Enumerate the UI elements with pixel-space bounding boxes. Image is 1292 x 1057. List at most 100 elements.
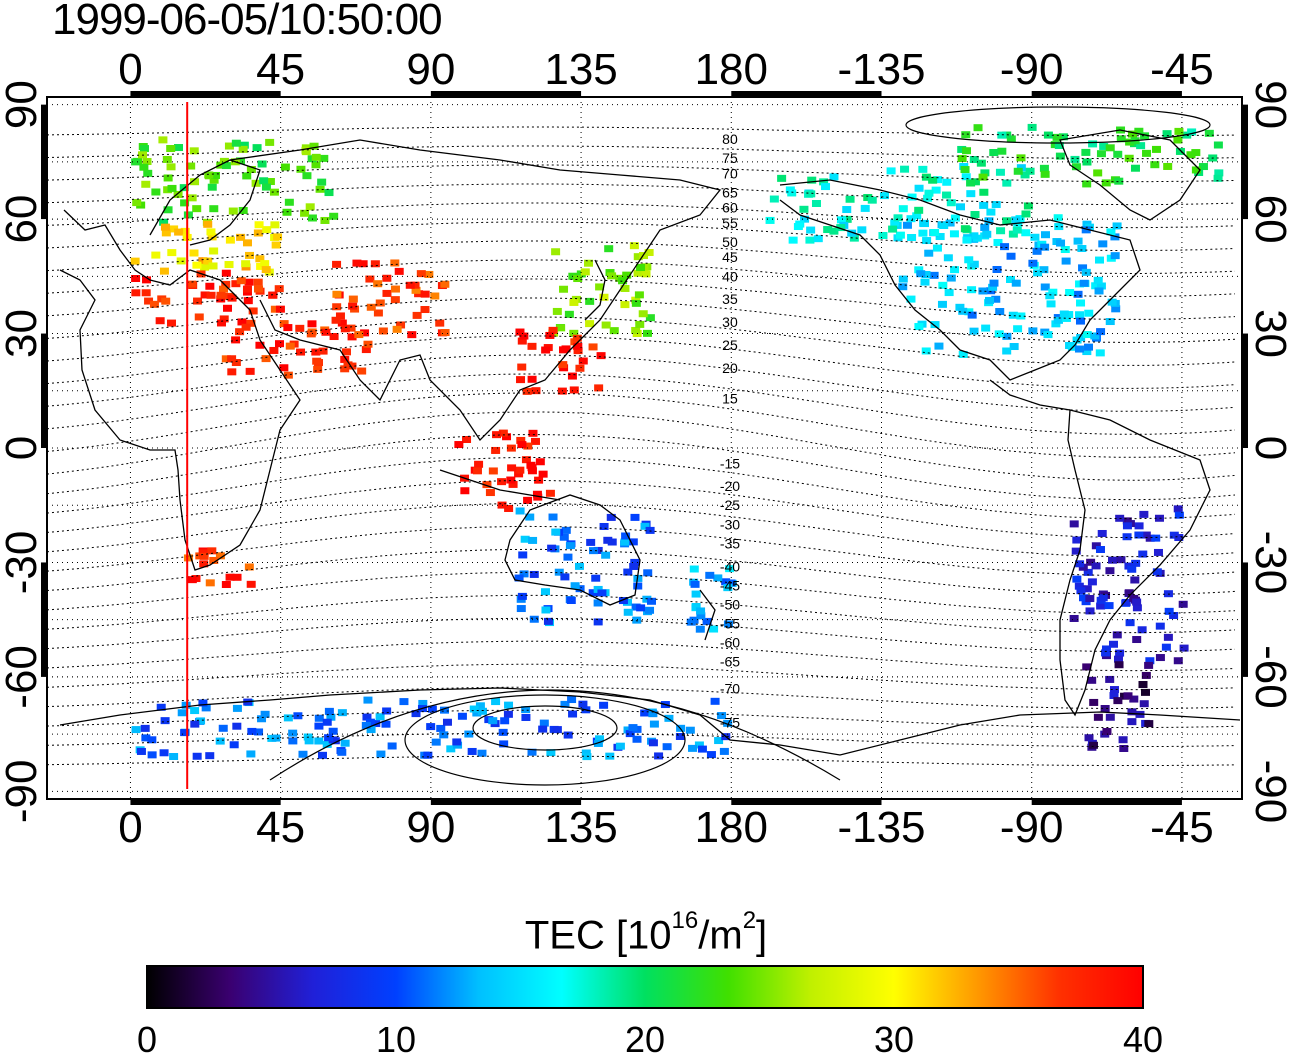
- tec-pixel: [189, 249, 199, 257]
- tec-pixel: [366, 303, 376, 311]
- contour-label: 65: [722, 184, 738, 200]
- tec-pixel: [1174, 127, 1184, 135]
- tec-pixel: [288, 737, 298, 745]
- tec-pixel: [980, 223, 990, 231]
- tec-pixel: [1132, 636, 1142, 644]
- tec-pixel: [769, 195, 779, 203]
- tec-pixel: [239, 141, 249, 149]
- tec-pixel: [811, 200, 821, 208]
- tec-pixel: [1076, 587, 1086, 595]
- tec-pixel: [1033, 269, 1043, 277]
- tec-pixel: [186, 162, 196, 170]
- tec-pixel: [1151, 145, 1161, 153]
- tec-pixel: [1088, 140, 1098, 148]
- tec-pixel: [354, 331, 364, 339]
- tec-pixel: [517, 441, 527, 449]
- contour-line: [47, 434, 1236, 501]
- tec-pixel: [167, 184, 177, 192]
- tec-pixel: [504, 504, 514, 512]
- contour-line: [47, 663, 1236, 691]
- colorbar-ticks: 0 10 20 30 40: [137, 1019, 1163, 1057]
- axis-band: [41, 104, 47, 220]
- tec-pixel: [141, 289, 151, 297]
- tec-pixel: [246, 165, 256, 173]
- tec-pixel: [595, 735, 605, 743]
- tec-pixel: [560, 700, 570, 708]
- contour-line: [47, 316, 1236, 366]
- tec-pixel: [518, 551, 528, 559]
- tec-pixel: [382, 289, 392, 297]
- tec-pixel: [849, 234, 859, 242]
- tec-pixel: [1073, 237, 1083, 245]
- tec-pixel: [1043, 331, 1053, 339]
- tec-pixel: [440, 329, 450, 337]
- tec-pixel: [1105, 144, 1115, 152]
- tec-pixel: [305, 203, 315, 211]
- contour-label: 30: [722, 314, 738, 330]
- tec-pixel: [829, 173, 839, 181]
- tec-pixel: [595, 283, 605, 291]
- tec-pixel: [1173, 505, 1183, 513]
- tec-pixel: [516, 376, 526, 384]
- tec-pixel: [569, 298, 579, 306]
- tec-pixel: [1130, 576, 1140, 584]
- tec-pixel: [916, 270, 926, 278]
- colorbar-label: TEC [1016/m2]: [0, 902, 1292, 960]
- tec-pixel: [989, 279, 999, 287]
- tec-pixel: [407, 331, 417, 339]
- tec-pixel: [1213, 141, 1223, 149]
- tec-pixel: [829, 227, 839, 235]
- tec-pixel: [705, 571, 715, 579]
- tec-pixel: [192, 261, 202, 269]
- contour-label: -40: [720, 558, 740, 574]
- tec-pixel: [502, 433, 512, 441]
- tec-pixel: [245, 251, 255, 259]
- tec-pixel: [241, 260, 251, 268]
- tec-pixel: [1061, 314, 1071, 322]
- tec-pixel: [311, 153, 321, 161]
- tec-pixel: [176, 257, 186, 265]
- tec-pixel: [236, 277, 246, 285]
- tec-pixel: [1081, 268, 1091, 276]
- tec-pixel: [485, 489, 495, 497]
- tec-pixel: [589, 547, 599, 555]
- tec-pixel: [464, 730, 474, 738]
- tec-pixel: [216, 295, 226, 303]
- tec-pixel: [515, 466, 525, 474]
- tec-pixel: [1072, 575, 1082, 583]
- tec-pixel: [525, 513, 535, 521]
- tec-pixel: [648, 739, 658, 747]
- tec-pixel: [548, 326, 558, 334]
- left-lat-tick-label: -60: [0, 645, 46, 709]
- tec-pixel: [1021, 229, 1031, 237]
- axis-band: [130, 91, 281, 97]
- tec-pixel: [1127, 565, 1137, 573]
- tec-pixel: [529, 570, 539, 578]
- tec-pixel: [1155, 622, 1165, 630]
- tec-pixel: [1082, 180, 1092, 188]
- tec-pixel: [332, 290, 342, 298]
- tec-pixel: [209, 556, 219, 564]
- tec-pixel: [706, 751, 716, 759]
- tec-pixel: [991, 295, 1001, 303]
- contour-label: -30: [720, 516, 740, 532]
- tec-pixel: [1124, 589, 1134, 597]
- tec-pixel: [1077, 245, 1087, 253]
- tec-pixel: [527, 748, 537, 756]
- tec-pixel: [515, 507, 525, 515]
- tec-pixel: [1116, 135, 1126, 143]
- tec-pixel: [599, 701, 609, 709]
- tec-pixel: [565, 542, 575, 550]
- tec-pixel: [1006, 135, 1016, 143]
- tec-pixel: [1006, 276, 1016, 284]
- tec-pixel: [994, 330, 1004, 338]
- tec-pixel: [1109, 692, 1119, 700]
- tec-pixel: [331, 316, 341, 324]
- tec-pixel: [225, 573, 235, 581]
- tec-pixel: [528, 429, 538, 437]
- tec-pixel: [309, 142, 319, 150]
- tec-pixel: [269, 346, 279, 354]
- tec-pixel: [1118, 736, 1128, 744]
- right-lat-tick-label: 90: [1246, 80, 1292, 129]
